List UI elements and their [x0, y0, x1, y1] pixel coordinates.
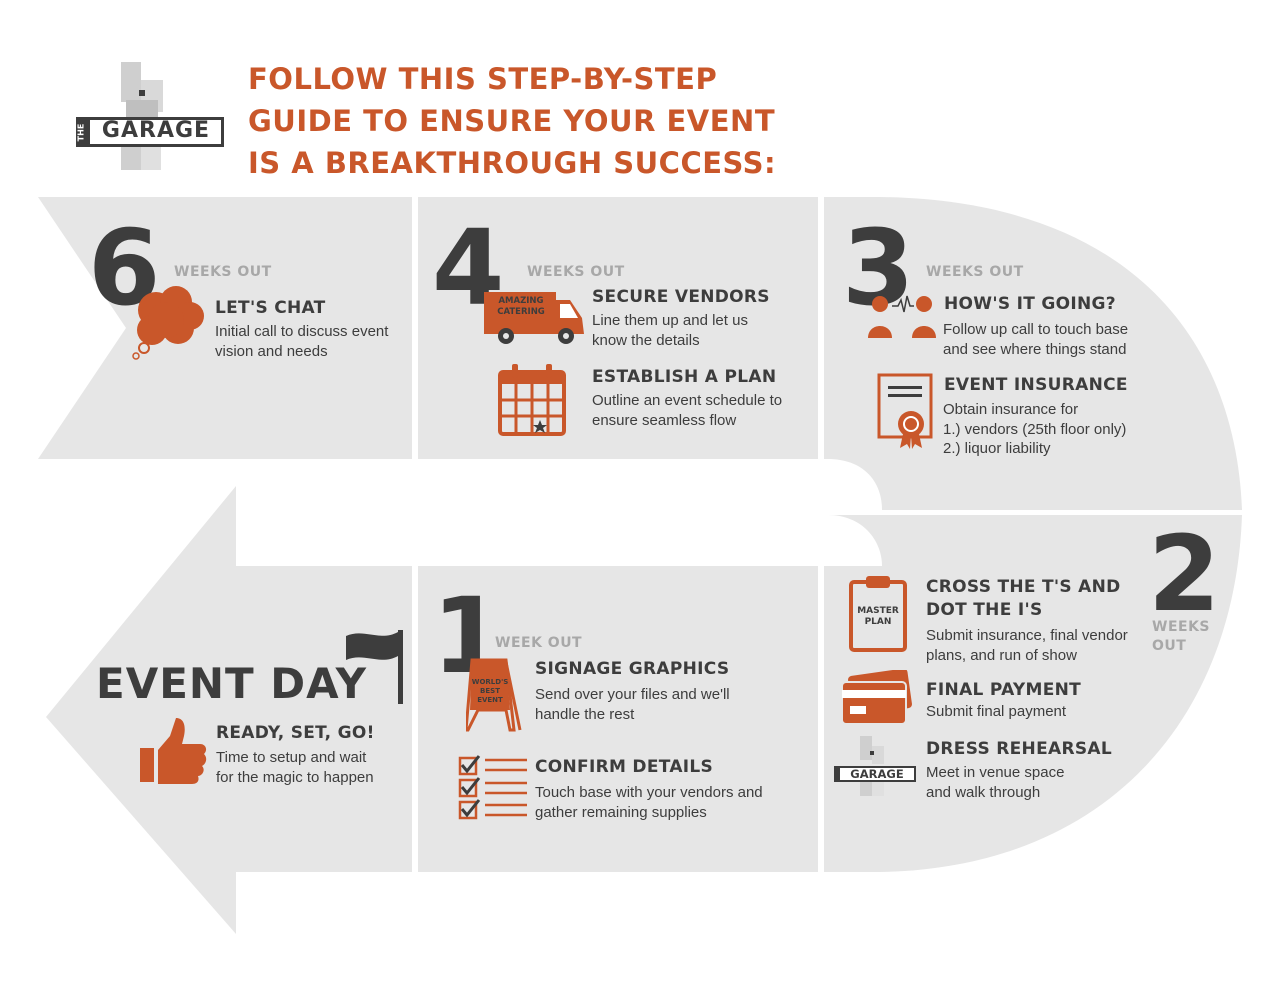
van-text-2: CATERING: [497, 307, 545, 317]
step-one-item-1-desc: Send over your files and we'll handle th…: [535, 686, 730, 723]
checklist-icon: [458, 755, 527, 820]
step-one-when: WEEK OUT: [495, 635, 583, 651]
event-day-title: EVENT DAY: [96, 659, 368, 708]
sign-board-icon: WORLD'S BEST EVENT: [464, 658, 522, 732]
sign-text-1: WORLD'S: [471, 678, 509, 686]
step-six-desc: Initial call to discuss event vision and…: [215, 323, 389, 360]
people-call-icon: [868, 295, 936, 338]
step-three-item-2-desc: Obtain insurance for 1.) vendors (25th f…: [943, 401, 1127, 457]
panel-two-weeks: [824, 515, 1242, 872]
headline-line-2: GUIDE TO ENSURE YOUR EVENT: [248, 104, 776, 138]
van-shape: [484, 292, 584, 344]
small-logo-shape: [834, 736, 916, 796]
step-three-item-2-title: EVENT INSURANCE: [944, 375, 1128, 395]
step-six-title: LET'S CHAT: [215, 298, 326, 318]
step-one-item-1-title: SIGNAGE GRAPHICS: [535, 659, 730, 679]
logo-name: GARAGE: [101, 118, 211, 143]
panel-three-weeks: [824, 197, 1242, 510]
thought-bubble-icon: [132, 286, 204, 360]
step-two-item-2-title: FINAL PAYMENT: [926, 680, 1082, 700]
thumbs-up-icon: [140, 718, 207, 784]
step-four-when: WEEKS OUT: [527, 264, 625, 280]
sign-board-shape: [464, 658, 522, 732]
clipboard-text-2: PLAN: [864, 617, 892, 627]
panel-two-weeks-cutout: [824, 515, 882, 566]
step-three-item-1-desc: Follow up call to touch base and see whe…: [943, 321, 1129, 358]
step-two-item-1-title-2: DOT THE I'S: [926, 600, 1043, 620]
certificate-icon: [877, 373, 933, 449]
small-logo-name: GARAGE: [850, 767, 904, 781]
headline: FOLLOW THIS STEP-BY-STEP GUIDE TO ENSURE…: [248, 58, 848, 184]
panel-one-week: [418, 566, 818, 872]
clipboard-shape: [849, 576, 907, 652]
step-four-item-1-desc: Line them up and let us know the details: [592, 312, 748, 349]
step-two-number: 2: [1148, 513, 1221, 635]
sign-text-2: BEST: [480, 687, 500, 695]
step-four-item-2-title: ESTABLISH A PLAN: [592, 367, 777, 387]
step-four-item-2-desc: Outline an event schedule to ensure seam…: [592, 392, 783, 429]
garage-logo-icon: [76, 62, 224, 170]
van-text-1: AMAZING: [498, 296, 544, 306]
panel-six-weeks: [38, 197, 412, 459]
step-six-when: WEEKS OUT: [174, 264, 272, 280]
step-one-item-2-title: CONFIRM DETAILS: [535, 757, 714, 777]
step-two-item-2-desc: Submit final payment: [926, 703, 1067, 720]
step-one-item-2-desc: Touch base with your vendors and gather …: [535, 784, 763, 821]
event-day-item-title: READY, SET, GO!: [216, 723, 375, 743]
step-two-when-2: OUT: [1152, 638, 1187, 654]
step-four-item-1-title: SECURE VENDORS: [592, 287, 770, 307]
step-three-item-1-title: HOW'S IT GOING?: [944, 294, 1116, 314]
headline-line-1: FOLLOW THIS STEP-BY-STEP: [248, 62, 718, 96]
garage-logo: THE GARAGE: [76, 62, 226, 172]
clipboard-text-1: MASTER: [857, 606, 899, 616]
headline-line-3: IS A BREAKTHROUGH SUCCESS:: [248, 146, 777, 180]
catering-van-icon: AMAZING CATERING: [478, 290, 588, 344]
calendar-icon: [498, 364, 566, 436]
logo-the: THE: [76, 123, 86, 142]
flag-icon: [346, 630, 403, 704]
clipboard-icon: MASTER PLAN: [848, 574, 908, 652]
sign-text-3: EVENT: [477, 696, 503, 704]
step-two-when-1: WEEKS: [1152, 619, 1211, 635]
credit-card-icon: [841, 670, 912, 725]
step-two-item-3-title: DRESS REHEARSAL: [926, 739, 1112, 759]
panel-event-day-arrow: [46, 486, 412, 934]
step-two-item-1-title-1: CROSS THE T'S AND: [926, 577, 1121, 597]
step-two-item-3-desc: Meet in venue space and walk through: [926, 764, 1065, 801]
step-three-when: WEEKS OUT: [926, 264, 1024, 280]
garage-logo-icon: GARAGE: [834, 736, 918, 798]
event-day-item-desc: Time to setup and wait for the magic to …: [216, 749, 374, 786]
step-two-item-1-desc: Submit insurance, final vendor plans, an…: [926, 627, 1128, 664]
